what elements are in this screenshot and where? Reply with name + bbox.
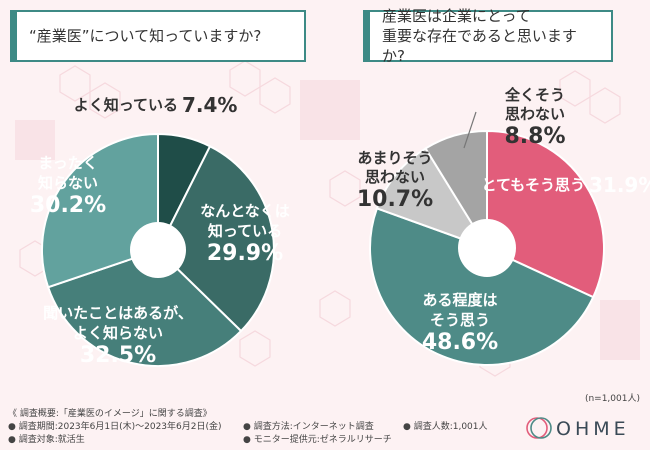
chart-2-slice-3-label: あまりそう思わない [357, 149, 432, 186]
chart-2-slice-1-label: とてもそう思う [481, 176, 585, 194]
chart-2-slice-1-value: 31.9% [589, 173, 650, 197]
question-2-line-2: 重要な存在であると思いますか? [382, 26, 577, 66]
chart-2-slice-3-value: 10.7% [357, 187, 433, 212]
footer-title: 《 調査概要:「産業医のイメージ」に関する調査》 [8, 409, 212, 419]
logo-text: OHME [556, 418, 630, 440]
footer-target: ● 調査対象:就活生 [8, 435, 85, 445]
chart-1-slice-4-value: 30.2% [30, 193, 106, 218]
chart-2-slice-4 [424, 129, 488, 252]
chart-2-slice-2-value: 48.6% [422, 330, 498, 355]
survey-footer: 《 調査概要:「産業医のイメージ」に関する調査》 ● 調査期間:2023年6月1… [0, 404, 650, 450]
question-1-box: “産業医”について知っていますか? [10, 10, 306, 62]
question-1-text: “産業医”について知っていますか? [29, 26, 262, 45]
sample-size-note: (n=1,001人) [584, 394, 640, 404]
chart-2-slice-2-label: ある程度はそう思う [422, 291, 497, 329]
logo-mark-icon [526, 417, 552, 439]
chart-1-slice-3 [46, 248, 243, 367]
chart-2-slice-4-label: 全くそう思わない [504, 86, 565, 123]
footer-method: ● 調査方法:インターネット調査 [243, 422, 374, 432]
chart-2-slice-4-value: 8.8% [504, 124, 565, 149]
question-2-text: 産業医は企業にとって 重要な存在であると思いますか? [382, 6, 599, 67]
chart-1-slice-4-label: まったく知らない [38, 154, 98, 192]
question-2-box: 産業医は企業にとって 重要な存在であると思いますか? [363, 7, 613, 65]
chart-1-slice-1-label: よく知っている [74, 96, 178, 114]
chart-1-slice-4 [41, 132, 159, 289]
footer-provider: ● モニター提供元:ゼネラルリサーチ [243, 435, 392, 445]
chart-1-slice-2-label: なんとなくは知っている [200, 202, 290, 240]
chart-1-slice-2 [156, 144, 275, 333]
ohme-logo: OHME [524, 413, 644, 443]
chart-1-center-hole [130, 222, 186, 278]
question-2-line-1: 産業医は企業にとって [382, 6, 531, 25]
chart-2-slice-3 [375, 147, 490, 250]
chart-1-slice-1-value: 7.4% [182, 93, 237, 117]
chart-2-slice-1 [486, 129, 605, 299]
chart-2-center-hole [458, 219, 516, 277]
chart-1-slice-2-value: 29.9% [207, 241, 283, 266]
chart-1-slice-3-value: 32.5% [80, 343, 156, 368]
footer-count: ● 調査人数:1,001人 [403, 422, 488, 432]
chart-1-slice-3-label: 聞いたことはあるが、よく知らない [43, 304, 193, 342]
chart-2-slice-4-callout-line [463, 111, 477, 149]
footer-period: ● 調査期間:2023年6月1日(木)～2023年6月2日(金) [8, 422, 222, 432]
chart-2-slice-2 [369, 207, 595, 366]
